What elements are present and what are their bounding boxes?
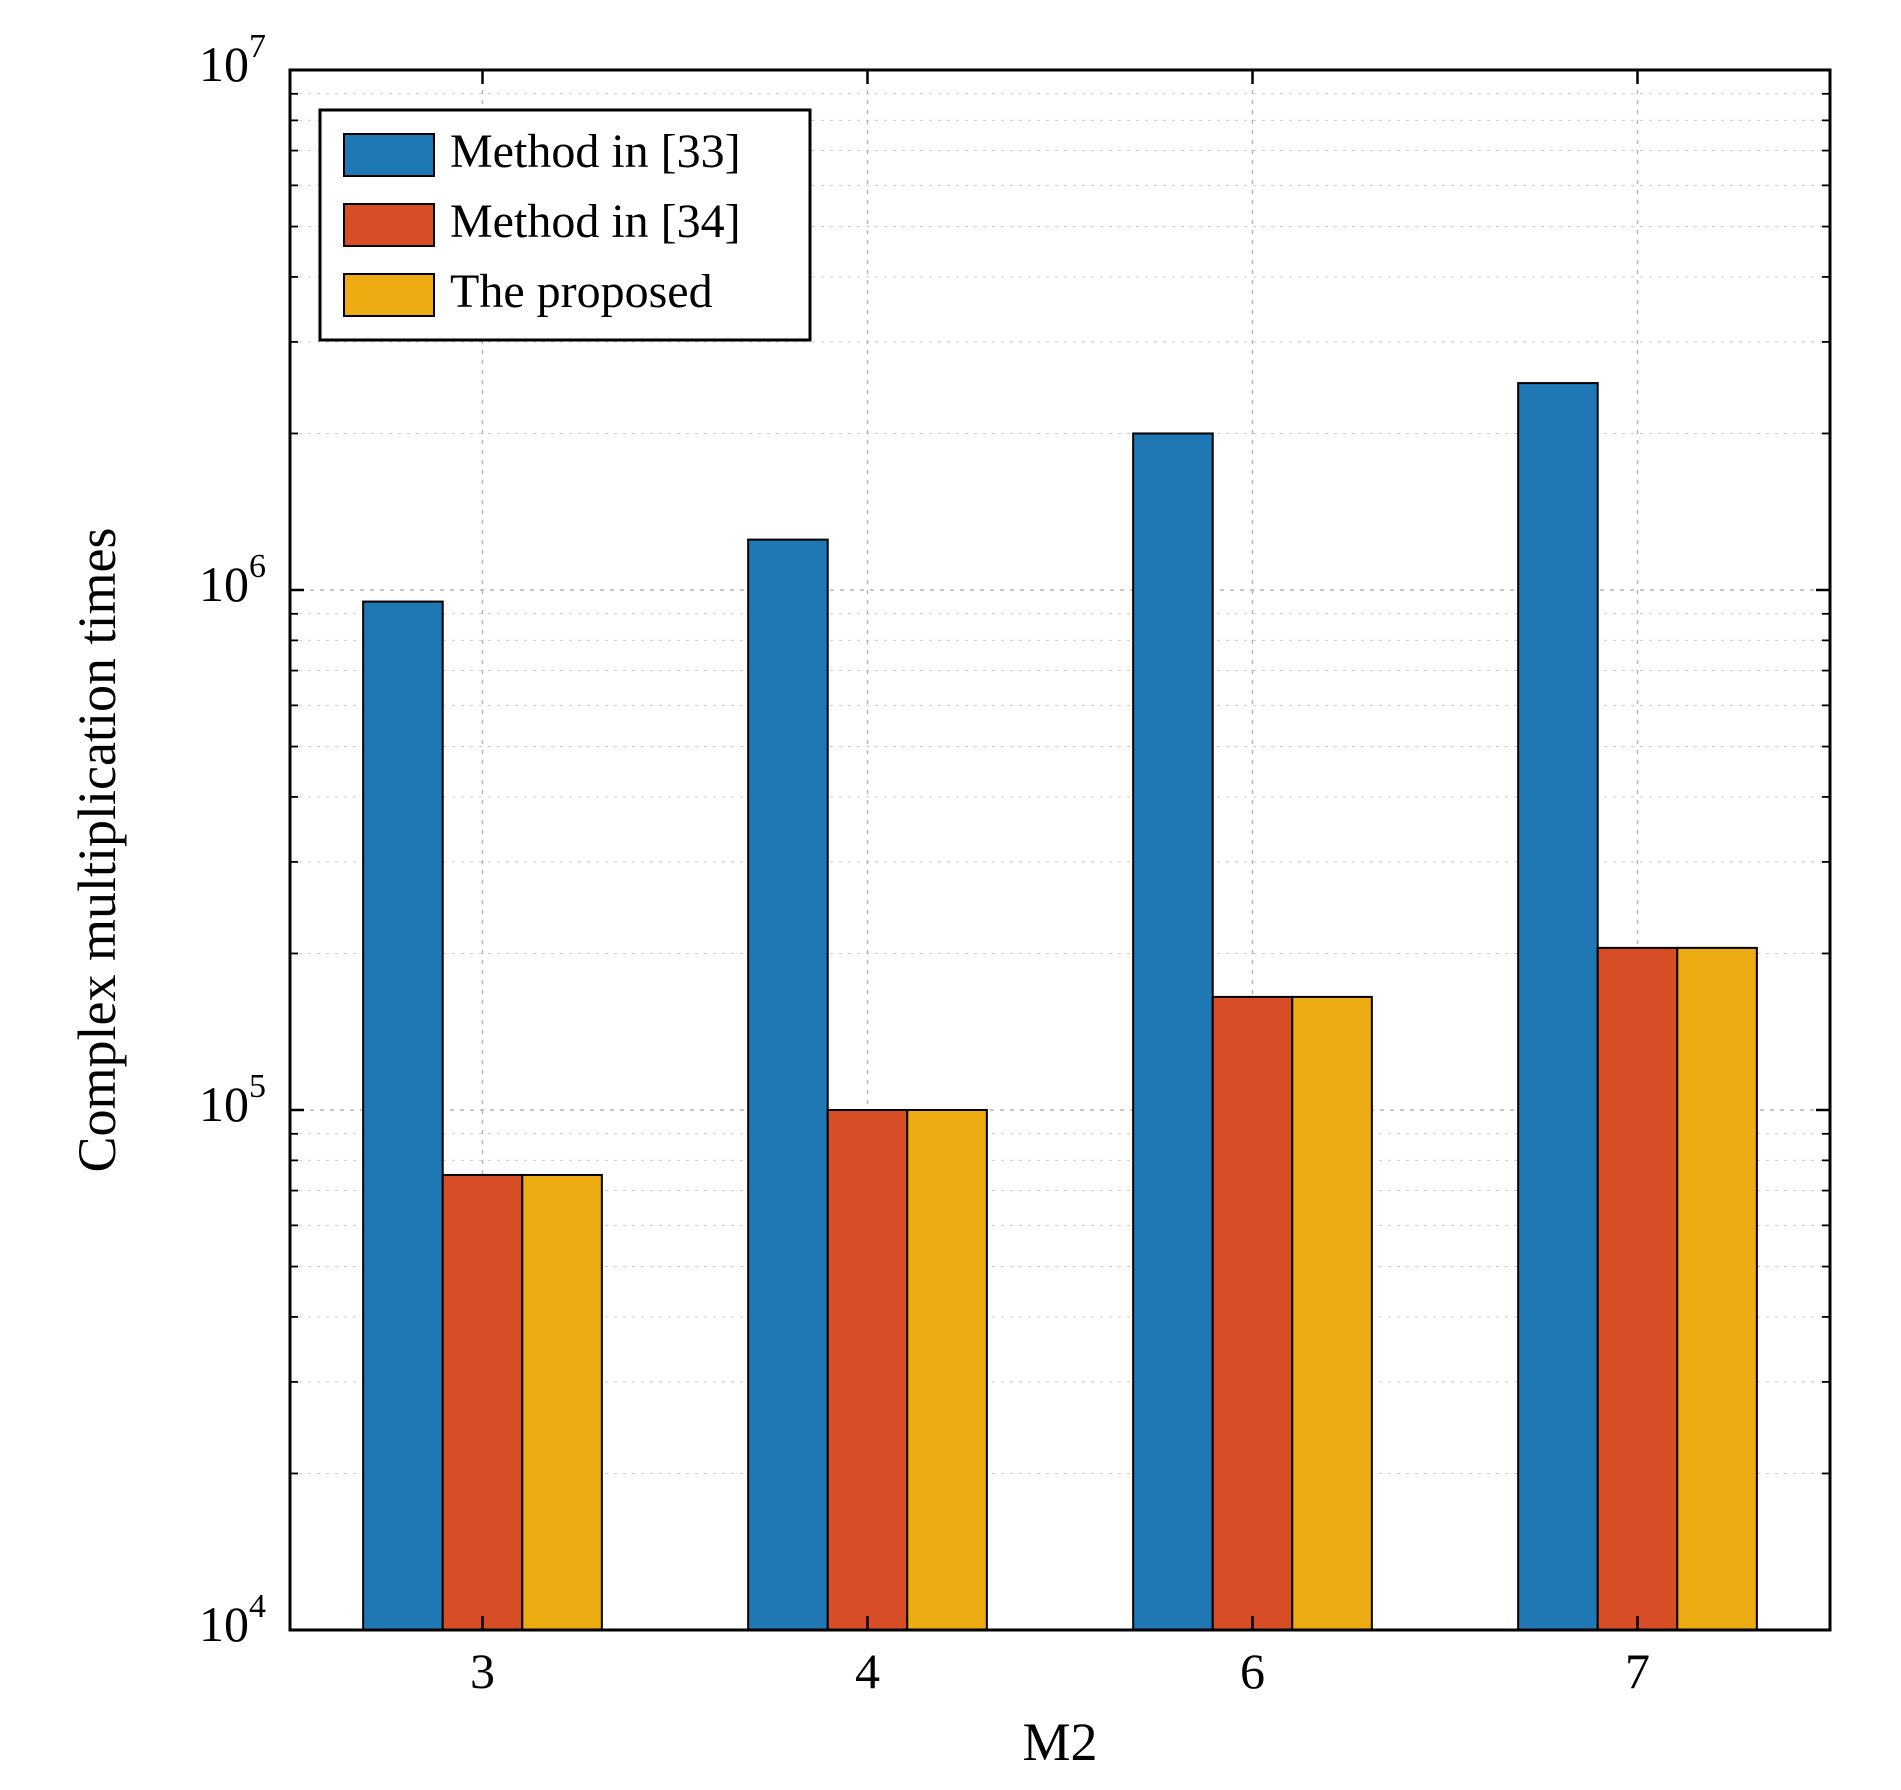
bar (828, 1110, 908, 1630)
bar-chart: 1041051061073467M2Complex multiplication… (0, 0, 1901, 1790)
bar (748, 540, 828, 1630)
x-tick-label: 6 (1240, 1643, 1265, 1699)
legend-swatch (344, 134, 434, 176)
bar (1518, 383, 1598, 1630)
y-axis-label: Complex multiplication times (67, 528, 127, 1173)
bar (1292, 997, 1372, 1630)
bar (1677, 948, 1757, 1630)
bar (907, 1110, 987, 1630)
legend-swatch (344, 204, 434, 246)
x-tick-label: 4 (855, 1643, 880, 1699)
legend-label: Method in [34] (450, 195, 741, 248)
bar (363, 602, 443, 1630)
legend-label: The proposed (450, 265, 713, 318)
x-tick-label: 7 (1625, 1643, 1650, 1699)
x-tick-label: 3 (470, 1643, 495, 1699)
bar (1598, 948, 1678, 1630)
legend-swatch (344, 274, 434, 316)
x-axis-label: M2 (1022, 1712, 1097, 1772)
bar (1213, 997, 1293, 1630)
bar (443, 1175, 523, 1630)
bar (1133, 433, 1213, 1630)
bar (522, 1175, 602, 1630)
chart-container: 1041051061073467M2Complex multiplication… (0, 0, 1901, 1790)
legend-label: Method in [33] (450, 125, 741, 178)
